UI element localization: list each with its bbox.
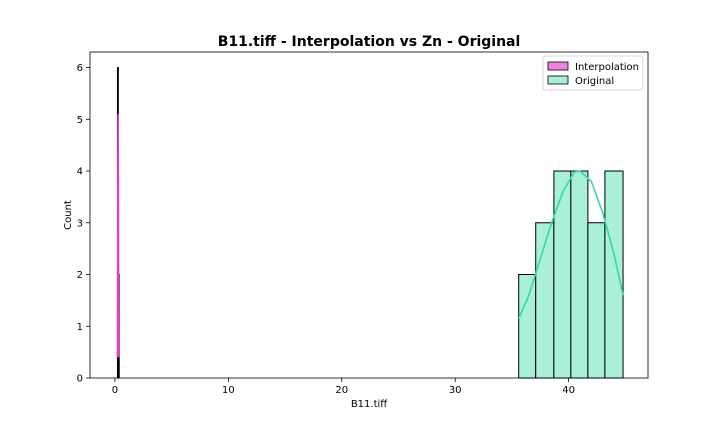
legend-label-original: Original	[575, 76, 614, 87]
original-bar-3	[570, 170, 589, 379]
y-tick-label-2: 2	[77, 270, 83, 281]
y-tick-label-6: 6	[77, 63, 83, 74]
x-tick-label-10: 10	[222, 385, 235, 396]
y-tick-label-1: 1	[77, 322, 83, 333]
original-bar-5	[604, 170, 624, 379]
axes-frame	[89, 51, 649, 379]
y-tick-label-4: 4	[77, 167, 83, 178]
y-tick-label-0: 0	[77, 374, 83, 385]
original-kde-line	[517, 170, 624, 319]
original-bar-4	[587, 222, 606, 379]
y-tick-label-3: 3	[77, 218, 83, 229]
x-tick-label-20: 20	[335, 385, 348, 396]
legend-label-interpolation: Interpolation	[575, 62, 639, 73]
x-tick-label-0: 0	[112, 385, 118, 396]
legend-swatch-original	[547, 75, 569, 85]
plot-area: 0 10 20 30 40 0 1 2 3 4 5 6	[77, 51, 649, 396]
original-bar-0	[518, 274, 537, 379]
x-tick-label-30: 30	[449, 385, 462, 396]
y-axis-label: Count	[63, 200, 74, 230]
x-axis-label: B11.tiff	[351, 399, 388, 410]
chart-title: B11.tiff - Interpolation vs Zn - Origina…	[218, 34, 521, 50]
x-tick-label-40: 40	[562, 385, 575, 396]
y-tick-label-5: 5	[77, 115, 83, 126]
legend-swatch-interpolation	[547, 61, 569, 71]
original-bar-2	[553, 170, 572, 379]
legend: Interpolation Original	[542, 55, 644, 91]
interpolation-kde-line	[116, 114, 120, 358]
